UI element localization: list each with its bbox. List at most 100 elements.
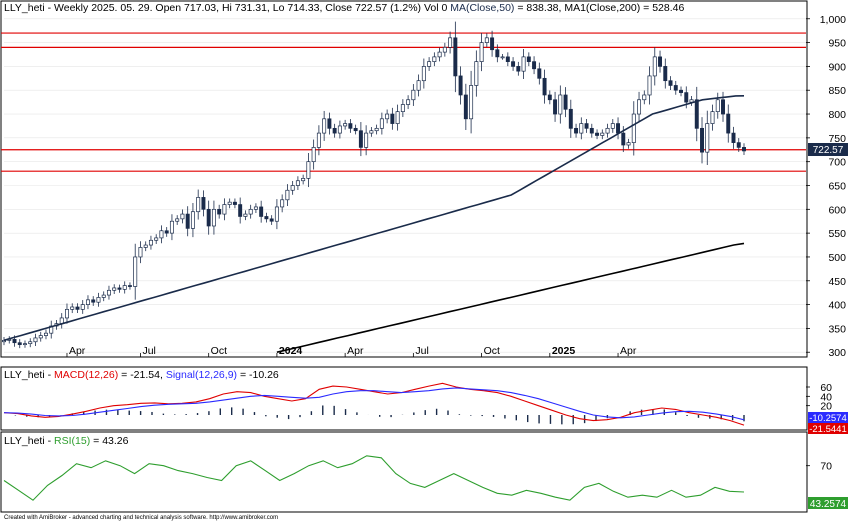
candle-body (33, 337, 38, 343)
candle-body (679, 89, 683, 93)
candle-body (469, 85, 474, 120)
period-label: Weekly (54, 2, 89, 14)
candle-body (710, 111, 715, 124)
candle-body (96, 297, 101, 303)
candle-body (600, 132, 605, 136)
candle-body (458, 75, 463, 96)
candle-body (736, 142, 741, 148)
price-x-axis: Apr Jul Oct 2024 Apr Jul Oct 2025 Apr (66, 345, 637, 357)
candle-body (574, 127, 579, 134)
price-tick-label: 500 (828, 252, 846, 264)
candle-body (516, 66, 521, 72)
signal-value: = -10.26 (240, 369, 279, 381)
signal-value-tag: -10.2574 (808, 412, 848, 424)
rsi-tick-label: 70 (820, 461, 832, 473)
ma50-label: MA(Close,50) (450, 2, 514, 14)
candle-body (201, 197, 206, 210)
candle-body (12, 339, 17, 344)
ma50-line (3, 95, 745, 342)
candle-body (437, 51, 442, 58)
candle-body (474, 61, 479, 86)
price-tick-label: 400 (828, 300, 846, 312)
candle-body (253, 206, 258, 210)
candle-body (343, 123, 348, 127)
rsi-panel-frame (0, 431, 808, 513)
candle-body (316, 132, 321, 148)
price-tick-label: 650 (828, 181, 846, 193)
candle-body (390, 113, 395, 124)
price-tick-label: 950 (828, 38, 846, 50)
macd-label: MACD(12,26) (54, 369, 118, 381)
candle-body (532, 61, 537, 70)
candle-body (154, 237, 159, 241)
candle-body (190, 211, 195, 229)
footer-credit: Created with AmiBroker - advanced charti… (4, 515, 278, 521)
candle-body (395, 111, 400, 124)
candle-body (85, 299, 90, 305)
price-grid (4, 18, 806, 353)
candle-body (637, 99, 642, 115)
candle-body (175, 218, 180, 222)
candle-body (232, 201, 237, 205)
candle-body (112, 287, 117, 291)
candle-body (490, 37, 495, 51)
candle-body (2, 339, 6, 343)
candle-body (180, 213, 185, 220)
candle-body (526, 56, 531, 62)
candle-body (432, 56, 437, 62)
ma200-value: = 528.46 (643, 2, 684, 14)
candle-body (542, 77, 547, 96)
candle-body (500, 56, 505, 59)
candle-body (700, 127, 704, 153)
candle-body (148, 239, 153, 246)
candle-body (259, 206, 264, 217)
candle-body (91, 299, 96, 303)
macd-header: LLY_heti - MACD(12,26) = -21.54, Signal(… (4, 369, 279, 381)
candle-body (290, 185, 295, 191)
price-y-axis: 1,000 950 900 850 800 750 700 650 600 550 500 450 40… (806, 14, 846, 359)
macd-tick-label: 20 (820, 401, 832, 413)
rsi-symbol: LLY_heti (4, 435, 45, 447)
candle-body (715, 99, 720, 113)
signal-label: Signal(12,26,9) (166, 369, 237, 381)
price-x-label: Oct (484, 345, 500, 357)
rsi-value: = 43.26 (93, 435, 128, 447)
price-x-label: Apr (620, 345, 637, 357)
ma200-line (276, 242, 745, 353)
price-x-label: Oct (211, 345, 227, 357)
candle-body (579, 123, 584, 134)
date-label: 2025. 05. 29. (91, 2, 152, 14)
candle-body (206, 208, 211, 227)
candle-body (658, 56, 663, 67)
macd-panel-frame (0, 366, 808, 431)
candle-body (379, 118, 384, 129)
candle-body (75, 306, 80, 310)
price-x-label: Apr (347, 345, 364, 357)
candle-body (243, 213, 248, 217)
candle-body (589, 127, 594, 134)
candle-body (196, 197, 201, 213)
support-resistance-lines (1, 32, 806, 172)
candle-body (731, 132, 736, 143)
candle-body (726, 113, 731, 134)
candle-body (80, 304, 85, 310)
candle-body (553, 99, 558, 115)
candle-body (385, 113, 390, 120)
candle-body (217, 208, 222, 215)
price-tick-label: 600 (828, 204, 846, 216)
candlesticks (2, 21, 746, 349)
candle-body (337, 125, 342, 134)
rsi-y-axis: 70 (806, 461, 832, 473)
candle-body (427, 61, 432, 67)
candle-body (280, 199, 285, 208)
candle-body (421, 66, 426, 82)
candle-body (694, 99, 699, 129)
candle-body (301, 178, 306, 182)
candle-body (358, 130, 363, 148)
macd-symbol: LLY_heti (4, 369, 45, 381)
candle-body (364, 132, 369, 148)
candle-body (448, 37, 453, 48)
price-panel-frame (0, 0, 808, 358)
candle-body (537, 68, 542, 79)
